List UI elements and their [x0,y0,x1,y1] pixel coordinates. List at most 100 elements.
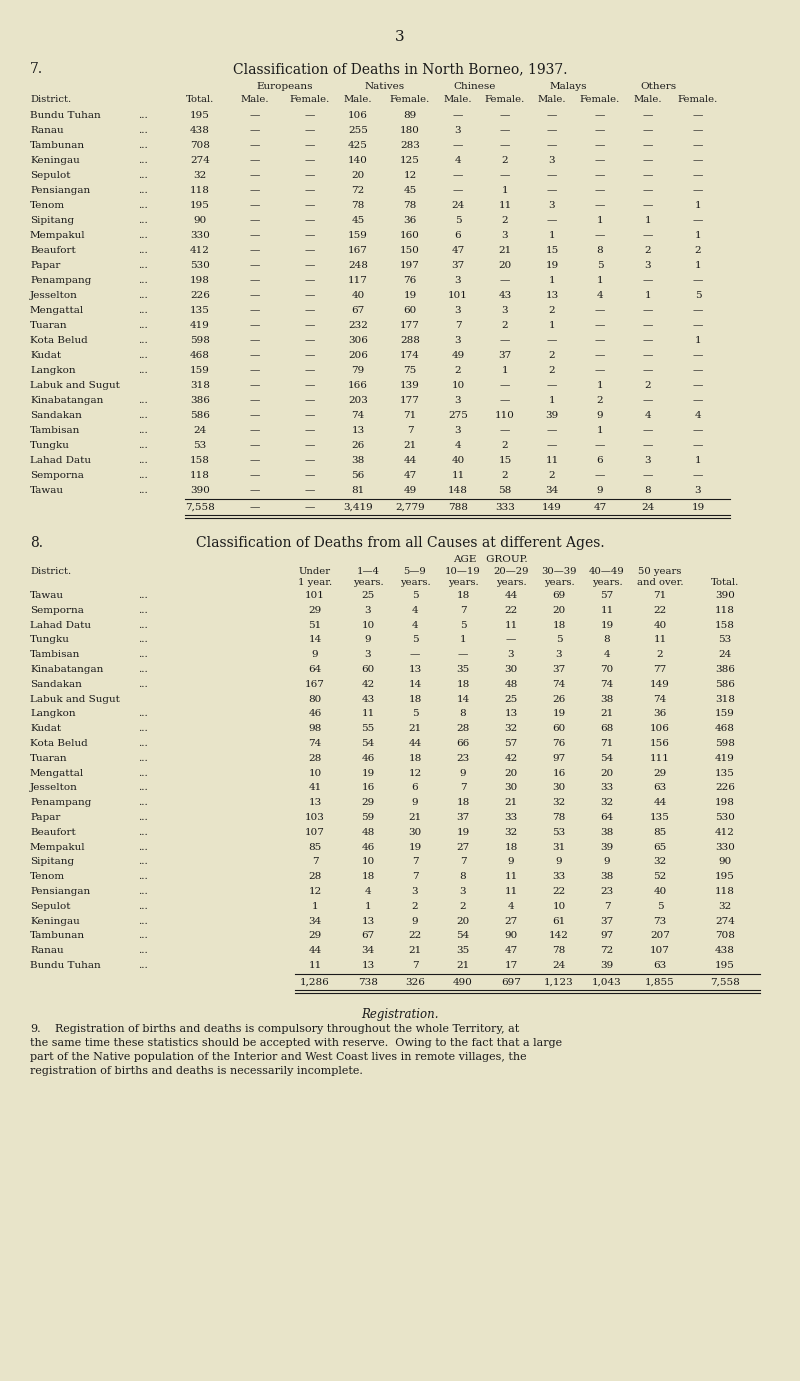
Text: 71: 71 [403,412,417,420]
Text: Tawau: Tawau [30,591,64,599]
Text: 9: 9 [412,917,418,925]
Text: —: — [410,650,420,659]
Text: 21: 21 [403,441,417,450]
Text: 9: 9 [460,769,466,778]
Text: —: — [595,202,605,210]
Text: Female.: Female. [485,95,525,104]
Text: 1: 1 [597,276,603,284]
Text: 11: 11 [362,710,374,718]
Text: ...: ... [138,231,148,240]
Text: 12: 12 [408,769,422,778]
Text: 23: 23 [600,887,614,896]
Text: —: — [305,307,315,315]
Text: 7: 7 [454,320,462,330]
Text: 275: 275 [448,412,468,420]
Text: —: — [250,186,260,195]
Text: 2: 2 [502,320,508,330]
Text: 34: 34 [546,486,558,494]
Text: ...: ... [138,215,148,225]
Text: 2: 2 [502,441,508,450]
Text: 20: 20 [498,261,512,271]
Text: 139: 139 [400,381,420,389]
Text: —: — [305,381,315,389]
Text: Mempakul: Mempakul [30,842,86,852]
Text: 10: 10 [308,769,322,778]
Text: 2: 2 [454,366,462,376]
Text: ...: ... [138,754,148,762]
Text: 32: 32 [600,798,614,808]
Text: 530: 530 [715,813,735,822]
Text: 20—29: 20—29 [494,568,529,576]
Text: 78: 78 [552,813,566,822]
Text: Classification of Deaths from all Causes at different Ages.: Classification of Deaths from all Causes… [196,536,604,550]
Text: 1: 1 [549,231,555,240]
Text: 1—4: 1—4 [357,568,379,576]
Text: 167: 167 [348,246,368,255]
Text: 6: 6 [412,783,418,793]
Text: —: — [643,351,653,360]
Text: 18: 18 [408,695,422,703]
Text: 98: 98 [308,724,322,733]
Text: 19: 19 [403,291,417,300]
Text: —: — [250,503,260,512]
Text: 4: 4 [645,412,651,420]
Text: —: — [305,156,315,164]
Text: —: — [250,276,260,284]
Text: ...: ... [138,425,148,435]
Text: 419: 419 [190,320,210,330]
Text: 30: 30 [552,783,566,793]
Text: —: — [643,276,653,284]
Text: 3: 3 [365,650,371,659]
Text: 9: 9 [365,635,371,645]
Text: —: — [305,441,315,450]
Text: 135: 135 [190,307,210,315]
Text: ...: ... [138,126,148,135]
Text: 7: 7 [460,606,466,615]
Text: 46: 46 [362,842,374,852]
Text: 490: 490 [453,978,473,987]
Text: —: — [595,351,605,360]
Text: 76: 76 [403,276,417,284]
Text: 48: 48 [362,827,374,837]
Text: 118: 118 [190,471,210,481]
Text: Jesselton: Jesselton [30,783,78,793]
Text: 16: 16 [362,783,374,793]
Text: 32: 32 [504,724,518,733]
Text: 103: 103 [305,813,325,822]
Text: Bundu Tuhan: Bundu Tuhan [30,110,101,120]
Text: 60: 60 [403,307,417,315]
Text: the same time these statistics should be accepted with reserve.  Owing to the fa: the same time these statistics should be… [30,1037,562,1048]
Text: 8: 8 [460,873,466,881]
Text: 20: 20 [351,171,365,180]
Text: —: — [305,186,315,195]
Text: 1: 1 [597,381,603,389]
Text: 2,779: 2,779 [395,503,425,512]
Text: 37: 37 [451,261,465,271]
Text: 74: 74 [552,679,566,689]
Text: 30: 30 [504,783,518,793]
Text: ...: ... [138,141,148,151]
Text: 3: 3 [412,887,418,896]
Text: —: — [250,441,260,450]
Text: 3: 3 [454,425,462,435]
Text: —: — [453,141,463,151]
Text: —: — [547,381,557,389]
Text: 226: 226 [715,783,735,793]
Text: ...: ... [138,456,148,465]
Text: 90: 90 [194,215,206,225]
Text: —: — [693,381,703,389]
Text: —: — [595,336,605,345]
Text: ...: ... [138,591,148,599]
Text: —: — [595,171,605,180]
Text: 24: 24 [552,961,566,969]
Text: 16: 16 [552,769,566,778]
Text: 68: 68 [600,724,614,733]
Text: 7: 7 [406,425,414,435]
Text: 13: 13 [408,666,422,674]
Text: —: — [305,231,315,240]
Text: 7,558: 7,558 [185,503,215,512]
Text: 36: 36 [403,215,417,225]
Text: 3: 3 [508,650,514,659]
Text: 32: 32 [654,858,666,866]
Text: 283: 283 [400,141,420,151]
